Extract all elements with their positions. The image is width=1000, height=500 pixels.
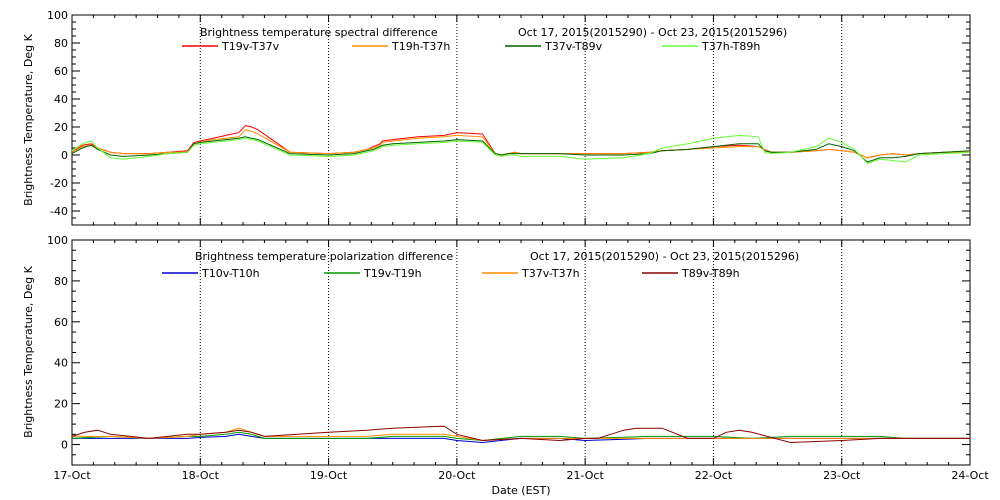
x-axis-label: Date (EST) xyxy=(491,484,550,497)
legend-label-t10v-t10h: T10v-T10h xyxy=(201,267,260,280)
panel-spectral: -40 -20 0 20 40 60 80 100 Brightness temperatur… xyxy=(22,9,971,226)
series-line-t89v-t89h xyxy=(71,425,970,444)
series-lines-bottom xyxy=(71,425,970,444)
x-tick-label: 19-Oct xyxy=(310,469,348,482)
y-axis-label-bottom: Brightness Temperature, Deg K xyxy=(22,265,35,437)
y-tick-label: 20 xyxy=(54,121,68,134)
x-ticks-bottom xyxy=(71,240,971,465)
y-axis-top: -40 -20 0 20 40 60 80 100 xyxy=(47,9,970,226)
chart-title-bottom: Brightness temperature polarization diff… xyxy=(195,250,453,263)
legend-label-t37h-t89h: T37h-T89h xyxy=(701,40,760,53)
legend-label-t19v-t37v: T19v-T37v xyxy=(221,40,280,53)
y-tick-label: 20 xyxy=(54,398,68,411)
legend-label-t37v-t37h: T37v-T37h xyxy=(521,267,580,280)
series-line-t37h-t89h xyxy=(71,134,971,164)
day-grid-top xyxy=(199,15,843,225)
y-tick-label: 100 xyxy=(47,234,68,247)
y-tick-label: 100 xyxy=(47,9,68,22)
y-tick-label: 40 xyxy=(54,357,68,370)
y-tick-label: 40 xyxy=(54,93,68,106)
panel-polarization: 0 20 40 60 80 100 Brightness temperature pola… xyxy=(22,234,989,497)
y-tick-label: -20 xyxy=(50,177,68,190)
y-axis-label-top: Brightness Temperature, Deg K xyxy=(22,33,35,205)
x-tick-label: 21-Oct xyxy=(566,469,604,482)
x-tick-label: 22-Oct xyxy=(695,469,733,482)
series-lines-top xyxy=(71,125,971,164)
y-tick-label: 60 xyxy=(54,316,68,329)
series-line-t37v-t89v xyxy=(71,136,971,163)
x-tick-label: 20-Oct xyxy=(438,469,476,482)
x-tick-label: 17-Oct xyxy=(53,469,91,482)
legend-top: T19v-T37v T19h-T37h T37v-T89v T37h-T89h xyxy=(182,40,760,53)
legend-label-t19v-t19h: T19v-T19h xyxy=(363,267,422,280)
legend-label-t89v-t89h: T89v-T89h xyxy=(681,267,740,280)
x-tick-label: 18-Oct xyxy=(182,469,220,482)
legend-bottom: T10v-T10h T19v-T19h T37v-T37h T89v-T89h xyxy=(162,267,740,280)
y-tick-label: 0 xyxy=(61,439,68,452)
chart-title-top: Brightness temperature spectral differen… xyxy=(200,26,438,39)
date-range-bottom: Oct 17, 2015(2015290) - Oct 23, 2015(201… xyxy=(530,250,799,263)
y-tick-label: 0 xyxy=(61,149,68,162)
series-line-t19v-t19h xyxy=(71,431,970,442)
y-axis-bottom: 0 20 40 60 80 100 xyxy=(47,234,970,466)
y-tick-label: 80 xyxy=(54,275,68,288)
x-tick-labels: 17-Oct 18-Oct 19-Oct 20-Oct 21-Oct 22-Oct 23-O… xyxy=(53,469,989,482)
date-range-top: Oct 17, 2015(2015290) - Oct 23, 2015(201… xyxy=(518,26,787,39)
x-ticks-top xyxy=(71,15,971,225)
legend-label-t37v-t89v: T37v-T89v xyxy=(544,40,603,53)
y-tick-label: 60 xyxy=(54,65,68,78)
y-tick-label: 80 xyxy=(54,37,68,50)
legend-label-t19h-t37h: T19h-T37h xyxy=(391,40,450,53)
y-tick-label: -40 xyxy=(50,205,68,218)
x-tick-label: 24-Oct xyxy=(951,469,989,482)
x-tick-label: 23-Oct xyxy=(823,469,861,482)
